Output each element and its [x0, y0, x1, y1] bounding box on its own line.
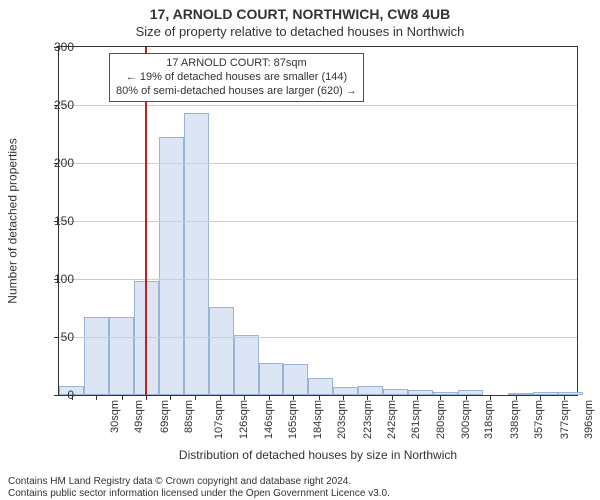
y-axis-label: Number of detached properties [4, 46, 22, 396]
annotation-line: 80% of semi-detached houses are larger (… [116, 85, 357, 99]
histogram-bar [358, 386, 383, 395]
histogram-bar [533, 392, 558, 395]
y-tick-label: 150 [34, 214, 74, 228]
gridline-h [59, 105, 577, 106]
gridline-h [59, 163, 577, 164]
histogram-bar [383, 389, 408, 395]
chart-container: 17, ARNOLD COURT, NORTHWICH, CW8 4UB Siz… [0, 0, 600, 500]
x-axis-label: Distribution of detached houses by size … [58, 448, 578, 462]
gridline-h [59, 221, 577, 222]
y-tick-label: 300 [34, 40, 74, 54]
histogram-bar [184, 113, 209, 395]
y-tick-label: 100 [34, 272, 74, 286]
histogram-bar [558, 392, 583, 395]
y-tick-label: 0 [34, 388, 74, 402]
histogram-bar [283, 364, 308, 395]
footer-line-2: Contains public sector information licen… [8, 488, 390, 500]
histogram-bar [458, 390, 483, 395]
x-tick-mark [96, 395, 97, 400]
histogram-bar [234, 335, 259, 395]
chart-subtitle: Size of property relative to detached ho… [0, 24, 600, 39]
histogram-bar [408, 390, 433, 395]
x-tick-label: 280sqm [435, 400, 447, 439]
histogram-bar [508, 393, 533, 395]
histogram-bar [109, 317, 134, 395]
histogram-bar [84, 317, 109, 395]
x-tick-label: 69sqm [159, 400, 171, 433]
x-tick-label: 30sqm [109, 400, 121, 433]
annotation-line: 17 ARNOLD COURT: 87sqm [116, 57, 357, 71]
x-tick-label: 49sqm [133, 400, 145, 433]
x-tick-label: 126sqm [238, 400, 250, 439]
x-tick-label: 261sqm [410, 400, 422, 439]
x-tick-label: 300sqm [460, 400, 472, 439]
y-tick-label: 50 [34, 330, 74, 344]
annotation-box: 17 ARNOLD COURT: 87sqm← 19% of detached … [109, 53, 364, 102]
y-tick-label: 250 [34, 98, 74, 112]
histogram-bar [308, 378, 333, 395]
histogram-bar [259, 363, 284, 395]
histogram-bar [159, 137, 184, 395]
chart-title: 17, ARNOLD COURT, NORTHWICH, CW8 4UB [0, 6, 600, 22]
footer-line-1: Contains HM Land Registry data © Crown c… [8, 476, 390, 488]
x-tick-label: 377sqm [559, 400, 571, 439]
x-tick-label: 184sqm [312, 400, 324, 439]
x-tick-mark [146, 395, 147, 400]
x-tick-label: 107sqm [213, 400, 225, 439]
x-tick-label: 88sqm [183, 400, 195, 433]
x-tick-label: 146sqm [263, 400, 275, 439]
y-tick-label: 200 [34, 156, 74, 170]
x-tick-label: 223sqm [362, 400, 374, 439]
x-tick-label: 396sqm [583, 400, 595, 439]
gridline-h [59, 337, 577, 338]
x-tick-label: 318sqm [483, 400, 495, 439]
x-tick-label: 203sqm [336, 400, 348, 439]
annotation-line: ← 19% of detached houses are smaller (14… [116, 71, 357, 85]
x-tick-label: 242sqm [386, 400, 398, 439]
gridline-h [59, 279, 577, 280]
x-tick-label: 165sqm [288, 400, 300, 439]
x-tick-label: 338sqm [509, 400, 521, 439]
histogram-bar [433, 392, 458, 395]
histogram-bar [209, 307, 234, 395]
x-tick-mark [122, 395, 123, 400]
histogram-bar [333, 387, 358, 395]
footer-attribution: Contains HM Land Registry data © Crown c… [8, 476, 390, 500]
x-tick-label: 357sqm [533, 400, 545, 439]
plot-area: 17 ARNOLD COURT: 87sqm← 19% of detached … [58, 46, 578, 396]
